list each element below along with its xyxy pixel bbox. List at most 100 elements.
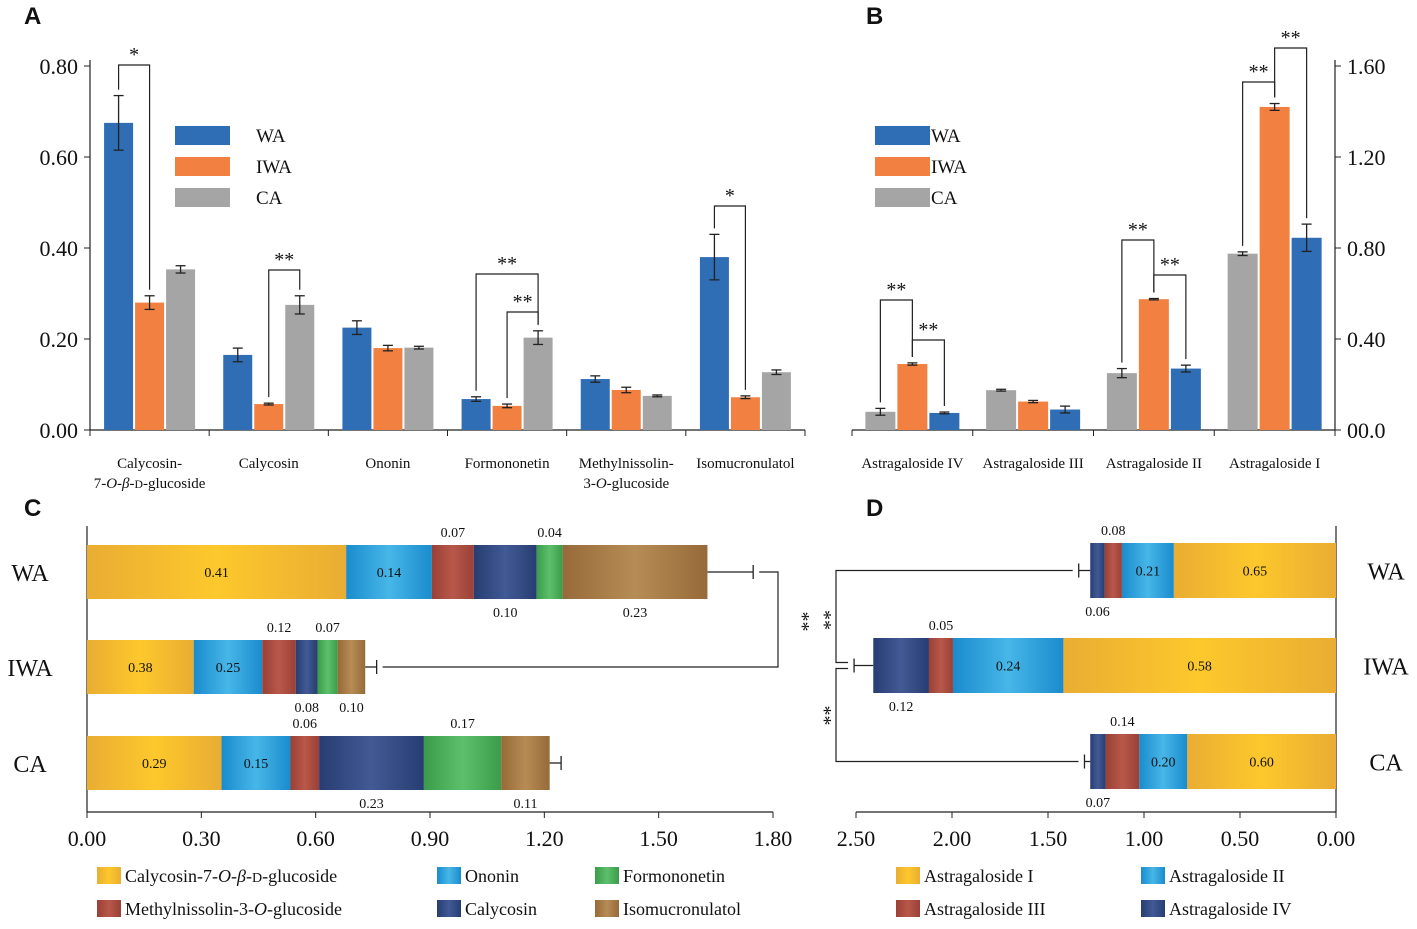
segment-wa-ononin [346,545,432,599]
panel-a-chart: 0.00 0.20 0.40 0.60 0.80 Calycosin- 7-O-β-D-gl… [40,44,806,492]
significance-label: ** [813,610,835,630]
legend-label-astragaloside-i: Astragaloside I [924,866,1033,886]
legend-swatch-astragaloside-i [896,867,920,884]
bar-ca-methylnissolin-3-o-glucoside [642,395,672,430]
bar-iwa-isomucronulatol [730,397,760,430]
segment-iwa-calycosin [295,640,318,694]
bar-wa-astragaloside-iii [1050,409,1081,430]
legend-label-astragaloside-ii: Astragaloside II [1169,866,1284,886]
significance-label: ** [886,279,906,301]
segment-wa-astragaloside-iii [1104,543,1122,598]
segment-ca-astragaloside-ii [1139,734,1188,789]
significance-label: ** [1249,61,1269,83]
significance-label: * [725,185,735,207]
panel-letter-b: B [866,3,883,30]
x-tick-label: 0.30 [182,826,221,851]
data-label: 0.17 [450,717,475,732]
bar-wa-astragaloside-ii [1170,368,1201,430]
data-label: 0.38 [128,661,153,676]
data-label: 0.06 [1085,605,1110,620]
bar-ca-formononetin [523,337,553,430]
legend-label-isomucronulatol: Isomucronulatol [623,899,741,919]
category-label-methylnissolin-3-o-glucoside: Methylnissolin- [579,456,674,472]
data-label: 0.07 [1086,796,1111,811]
legend-swatch-wa [175,126,230,145]
segment-iwa-calycosin-7-o-d-glucoside [87,640,194,694]
panel-letter-a: A [24,3,41,30]
bar-ca-astragaloside-i [1227,253,1258,430]
category-label-isomucronulatol: Isomucronulatol [696,456,794,472]
bar-wa-calycosin [223,354,253,430]
segment-wa-calycosin-7-o-d-glucoside [87,545,347,599]
significance-bracket [879,299,913,403]
segment-ca-formononetin [423,736,502,790]
segment-wa-isomucronulatol [562,545,708,599]
bar-wa-astragaloside-iv [929,412,960,430]
legend-swatch-formononetin [595,867,619,884]
significance-bracket [1274,47,1308,219]
data-label: 0.23 [359,797,384,812]
bar-wa-formononetin [461,399,491,430]
data-label: 0.60 [1249,756,1274,771]
x-tick-label: 1.20 [525,826,564,851]
bar-iwa-astragaloside-iii [1018,401,1049,430]
category-label-astragaloside-ii: Astragaloside II [1106,456,1202,472]
data-label: 0.21 [1136,565,1161,580]
legend-label-ca: CA [931,188,958,209]
y-tick-label: 0.00 [40,418,79,443]
category-label-ononin: Ononin [365,456,411,472]
significance-bracket [268,269,301,398]
panel-b-chart: 00.0 0.40 0.80 1.20 1.60 Astragaloside IV Astr… [851,27,1386,472]
bar-wa-methylnissolin-3-o-glucoside [580,379,610,430]
segment-ca-calycosin [319,736,424,790]
segment-wa-formononetin [536,545,563,599]
significance-bracket [835,667,1079,763]
panel-c-chart: 0.00 0.30 0.60 0.90 1.20 1.50 1.80 WA 0.41 0.14 0.… [7,526,813,919]
segment-ca-astragaloside-iii [1105,734,1140,789]
data-label: 0.41 [204,566,229,581]
group-label-iwa: IWA [7,656,53,682]
legend-swatch-calycosin [437,900,461,917]
legend-swatch-astragaloside-iii [896,900,920,917]
data-label: 0.14 [377,566,402,581]
data-label: 0.06 [293,717,318,732]
significance-label: ** [791,612,813,632]
bar-iwa-calycosin [254,404,284,430]
legend-swatch-wa [875,126,930,145]
category-label-formononetin: Formononetin [465,456,550,472]
segment-wa-astragaloside-i [1173,543,1336,598]
group-label-ca: CA [1369,751,1403,777]
data-label: 0.10 [339,701,364,716]
legend-label-iwa: IWA [256,157,292,178]
data-label: 0.04 [537,526,562,541]
group-label-wa: WA [11,561,49,587]
legend-swatch-methylnissolin-3-o-glucoside [97,900,121,917]
significance-bracket [117,64,151,290]
legend-label-calycosin: Calycosin [465,899,537,919]
panel-d-chart: 0.00 0.50 1.00 1.50 2.00 2.50 WA 0.65 0.21 0.08 0.… [813,524,1409,919]
legend-label-formononetin: Formononetin [623,866,725,886]
significance-bracket [1121,239,1155,363]
y-tick-label: 0.80 [1347,236,1386,261]
y-tick-label: 0.40 [40,236,79,261]
segment-iwa-isomucronulatol [337,640,366,694]
data-label: 0.20 [1151,756,1176,771]
panel-letter-c: C [24,495,41,522]
panel-letter-d: D [866,495,883,522]
group-label-ca: CA [13,752,47,778]
bar-wa-calycosin-7-o-d-glucoside [104,122,134,430]
legend-swatch-isomucronulatol [595,900,619,917]
segment-iwa-astragaloside-iv [873,638,929,693]
segment-ca-ononin [221,736,291,790]
significance-label: ** [274,249,294,271]
bar-iwa-methylnissolin-3-o-glucoside [611,389,641,430]
data-label: 0.65 [1243,565,1268,580]
segment-ca-methylnissolin-3-o-glucoside [290,736,320,790]
bar-ca-calycosin [285,304,315,430]
legend-label-iwa: IWA [931,157,967,178]
significance-bracket [835,569,1073,664]
significance-bracket [713,205,747,390]
category-label-calycosin-7-o-d-glucoside: Calycosin- [117,456,182,472]
legend-label-astragaloside-iv: Astragaloside IV [1169,899,1291,919]
